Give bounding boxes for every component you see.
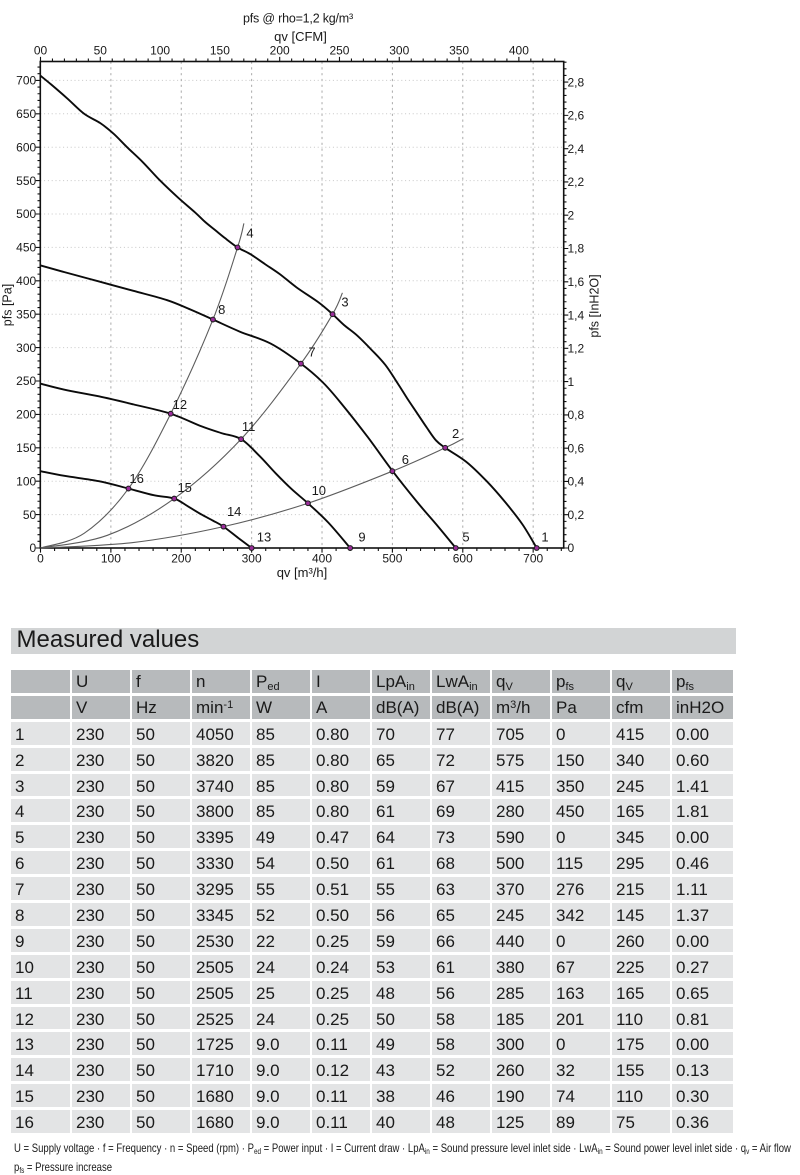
- svg-text:1,2: 1,2: [568, 342, 585, 356]
- svg-text:12: 12: [173, 397, 187, 412]
- svg-text:pfs [Pa]: pfs [Pa]: [1, 284, 15, 326]
- svg-text:2,4: 2,4: [568, 142, 585, 156]
- svg-text:400: 400: [16, 274, 36, 288]
- svg-text:00: 00: [34, 44, 48, 58]
- svg-text:2,6: 2,6: [568, 109, 585, 123]
- svg-text:11: 11: [242, 419, 256, 434]
- svg-text:1: 1: [568, 375, 575, 389]
- svg-text:600: 600: [16, 140, 36, 154]
- svg-text:2,2: 2,2: [568, 175, 585, 189]
- svg-text:0,2: 0,2: [568, 508, 585, 522]
- svg-text:400: 400: [509, 44, 529, 58]
- svg-text:1: 1: [541, 530, 548, 545]
- svg-text:150: 150: [210, 44, 230, 58]
- svg-text:pfs [InH2O]: pfs [InH2O]: [588, 274, 602, 337]
- svg-text:0: 0: [37, 552, 44, 566]
- svg-text:1,6: 1,6: [568, 275, 585, 289]
- svg-text:10: 10: [312, 483, 326, 498]
- svg-text:0: 0: [30, 541, 37, 555]
- svg-text:700: 700: [16, 74, 36, 88]
- svg-text:200: 200: [270, 44, 290, 58]
- svg-text:600: 600: [453, 552, 473, 566]
- svg-text:300: 300: [16, 341, 36, 355]
- svg-text:1,4: 1,4: [568, 308, 585, 322]
- svg-text:2,8: 2,8: [568, 75, 585, 89]
- svg-text:400: 400: [312, 552, 332, 566]
- svg-text:650: 650: [16, 107, 36, 121]
- svg-text:200: 200: [16, 408, 36, 422]
- svg-text:300: 300: [389, 44, 409, 58]
- svg-text:pfs @ rho=1,2 kg/m³: pfs @ rho=1,2 kg/m³: [243, 12, 353, 26]
- svg-text:250: 250: [329, 44, 349, 58]
- svg-text:0: 0: [568, 541, 575, 555]
- svg-text:13: 13: [257, 530, 271, 545]
- svg-text:100: 100: [16, 474, 36, 488]
- svg-text:2: 2: [568, 208, 575, 222]
- svg-text:5: 5: [462, 530, 469, 545]
- svg-text:6: 6: [402, 452, 409, 467]
- svg-text:500: 500: [16, 207, 36, 221]
- svg-text:50: 50: [94, 44, 108, 58]
- svg-text:15: 15: [177, 480, 191, 495]
- svg-text:14: 14: [227, 504, 241, 519]
- svg-text:50: 50: [23, 508, 37, 522]
- svg-text:100: 100: [150, 44, 170, 58]
- svg-text:450: 450: [16, 241, 36, 255]
- svg-text:8: 8: [218, 302, 225, 317]
- svg-text:200: 200: [171, 552, 191, 566]
- svg-text:16: 16: [129, 471, 143, 486]
- svg-text:150: 150: [16, 441, 36, 455]
- svg-text:700: 700: [523, 552, 543, 566]
- svg-text:qv [m³/h]: qv [m³/h]: [277, 565, 328, 580]
- svg-text:0,8: 0,8: [568, 408, 585, 422]
- svg-text:qv [CFM]: qv [CFM]: [274, 29, 327, 44]
- svg-text:550: 550: [16, 174, 36, 188]
- svg-text:100: 100: [101, 552, 121, 566]
- svg-text:0,6: 0,6: [568, 441, 585, 455]
- svg-text:300: 300: [242, 552, 262, 566]
- svg-text:9: 9: [358, 530, 365, 545]
- svg-text:250: 250: [16, 374, 36, 388]
- svg-text:350: 350: [16, 307, 36, 321]
- svg-text:2: 2: [452, 426, 459, 441]
- svg-text:1,8: 1,8: [568, 242, 585, 256]
- svg-text:3: 3: [341, 295, 348, 310]
- svg-text:0,4: 0,4: [568, 475, 585, 489]
- svg-text:7: 7: [308, 345, 315, 360]
- svg-text:350: 350: [449, 44, 469, 58]
- svg-text:500: 500: [382, 552, 402, 566]
- svg-text:4: 4: [246, 226, 253, 241]
